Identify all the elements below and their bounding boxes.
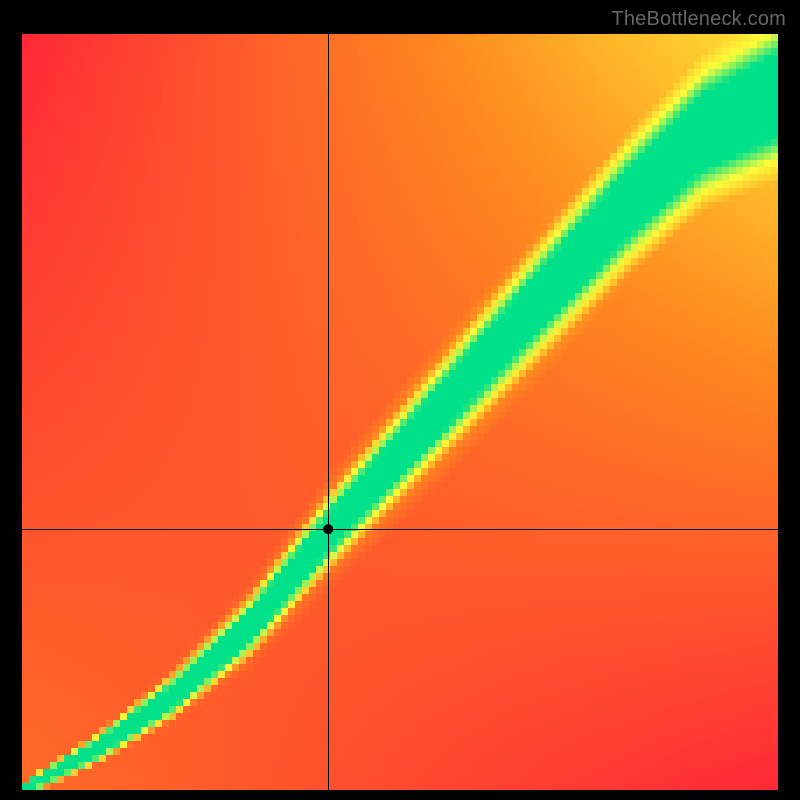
heatmap-canvas [22,34,778,790]
watermark-text: TheBottleneck.com [611,8,786,31]
bottleneck-heatmap [22,34,778,790]
